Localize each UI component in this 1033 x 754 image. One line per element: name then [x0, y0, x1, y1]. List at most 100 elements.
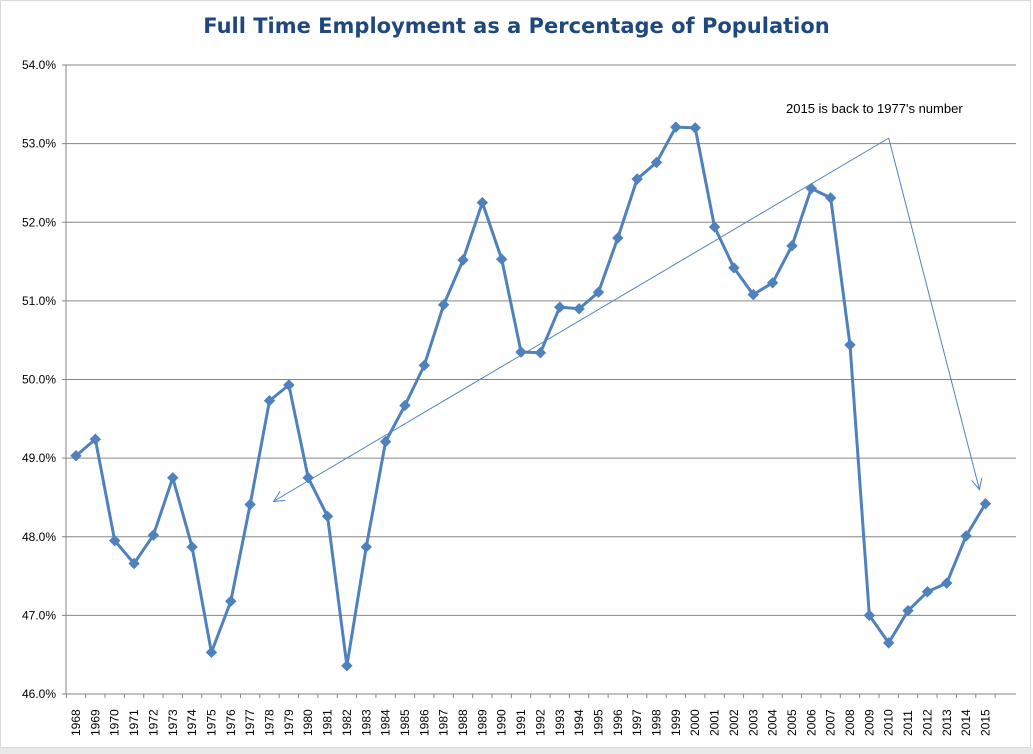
- x-tick-label: 2015: [978, 709, 992, 736]
- data-point-2001: [708, 221, 721, 233]
- data-point-1968: [70, 450, 82, 462]
- x-tick-label: 1971: [127, 709, 141, 736]
- annotation-text: 2015 is back to 1977's number: [786, 101, 963, 116]
- data-point-1998: [650, 156, 663, 169]
- annotation-arrow-1977-head: [272, 491, 286, 502]
- data-point-1981: [321, 510, 334, 523]
- series-markers: [70, 121, 992, 672]
- x-tick-label: 2004: [766, 709, 780, 736]
- data-point-2015: [979, 498, 992, 510]
- data-point-2004: [766, 277, 779, 289]
- x-tick-label: 1981: [321, 709, 335, 736]
- data-point-1994: [573, 303, 585, 315]
- y-tick-label: 47.0%: [22, 608, 56, 622]
- x-tick-label: 1996: [611, 709, 625, 736]
- x-tick-label: 1970: [108, 709, 122, 736]
- data-point-1999: [670, 121, 682, 133]
- x-tick-label: 1968: [69, 709, 83, 736]
- x-tick-label: 1982: [340, 709, 354, 736]
- x-tick-label: 1975: [204, 709, 218, 736]
- data-point-1995: [592, 286, 605, 298]
- x-tick-label: 1990: [495, 709, 509, 736]
- x-tick-label: 1995: [591, 709, 605, 736]
- data-point-1990: [495, 253, 508, 265]
- y-tick-label: 50.0%: [22, 373, 56, 387]
- y-tick-label: 46.0%: [22, 687, 56, 701]
- x-tick-label: 1978: [263, 709, 277, 736]
- y-tick-labels: 46.0% 47.0% 48.0% 49.0% 50.0% 51.0% 52.0% 53.0%…: [22, 58, 56, 701]
- data-point-2013: [941, 577, 953, 589]
- x-tick-label: 1994: [572, 709, 586, 736]
- y-tick-label: 52.0%: [22, 215, 56, 229]
- series-line-path: [75, 125, 987, 668]
- x-tick-labels: 1968 1969 1970 1971 1972 1973 1974 1975 1976 1977…: [69, 709, 992, 736]
- x-tick-label: 2001: [708, 709, 722, 736]
- y-tick-label: 51.0%: [22, 294, 56, 308]
- data-point-1982: [341, 659, 353, 672]
- data-point-2010: [882, 637, 895, 649]
- data-point-1970: [108, 534, 121, 547]
- data-point-2012: [921, 586, 934, 598]
- x-tick-label: 1989: [475, 709, 489, 736]
- x-tick-label: 2008: [843, 709, 857, 736]
- data-point-1993: [554, 301, 566, 313]
- data-point-2009: [863, 609, 876, 622]
- data-point-1973: [167, 472, 179, 484]
- data-point-1975: [205, 646, 218, 659]
- x-tick-label: 2014: [959, 709, 973, 736]
- x-tick-label: 1997: [630, 709, 644, 736]
- x-tick-label: 1998: [650, 709, 664, 736]
- data-point-1969: [89, 433, 102, 445]
- x-tick-label: 2013: [940, 709, 954, 736]
- data-point-2006: [805, 182, 818, 195]
- data-point-1978: [263, 395, 276, 407]
- data-point-1986: [418, 359, 431, 372]
- data-point-2005: [786, 240, 798, 252]
- x-tick-label: 2006: [804, 709, 818, 736]
- y-tick-label: 53.0%: [22, 137, 56, 151]
- data-point-1996: [612, 232, 624, 244]
- x-tick-label: 2011: [901, 710, 915, 736]
- x-tick-label: 1999: [669, 709, 683, 736]
- x-tick-label: 1983: [359, 709, 373, 736]
- data-point-1977: [244, 498, 256, 511]
- data-point-2002: [728, 262, 740, 274]
- data-point-2007: [824, 192, 837, 204]
- y-tick-label: 54.0%: [22, 58, 56, 72]
- x-tick-label: 1980: [301, 709, 315, 736]
- y-tick-label: 48.0%: [22, 530, 56, 544]
- x-tick-label: 1984: [379, 709, 393, 736]
- data-point-1971: [128, 557, 140, 570]
- annotation-arrow-1977-shaft: [273, 137, 889, 502]
- window-bottom-edge: [0, 748, 1033, 754]
- data-point-2003: [747, 288, 759, 301]
- data-point-1972: [147, 529, 160, 541]
- annotation-arrow-2015-shaft: [888, 137, 980, 490]
- x-tick-label: 1976: [224, 709, 238, 736]
- gridlines: [62, 64, 1016, 695]
- x-tick-label: 2010: [882, 709, 896, 736]
- data-point-1974: [186, 541, 198, 553]
- x-tick-label: 1986: [417, 709, 431, 736]
- data-point-2014: [960, 530, 972, 542]
- data-point-1985: [399, 399, 411, 412]
- data-point-1976: [225, 595, 237, 607]
- x-tick-label: 2005: [785, 709, 799, 736]
- data-point-1997: [631, 173, 643, 185]
- x-tick-label: 1993: [553, 709, 567, 736]
- data-point-1984: [379, 435, 392, 448]
- data-point-1989: [476, 196, 489, 209]
- x-tick-label: 1972: [146, 709, 160, 736]
- x-tick-label: 1985: [398, 709, 412, 736]
- axes: [65, 65, 1016, 698]
- data-point-1983: [360, 541, 372, 553]
- data-point-2011: [902, 604, 914, 617]
- data-point-1987: [437, 299, 450, 311]
- data-point-2000: [689, 122, 701, 134]
- x-tick-label: 2002: [727, 709, 741, 736]
- data-point-1991: [515, 346, 527, 358]
- x-tick-label: 1974: [185, 709, 199, 736]
- x-tick-label: 1977: [243, 709, 257, 736]
